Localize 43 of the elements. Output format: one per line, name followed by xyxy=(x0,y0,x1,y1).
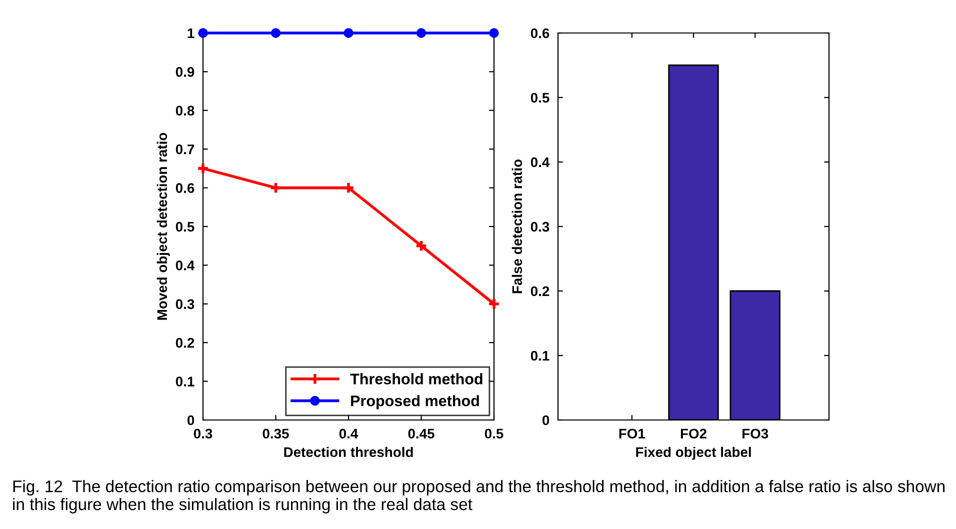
y-axis-title: Moved object detection ratio xyxy=(156,132,170,320)
x-tick-label: 0.35 xyxy=(262,428,289,439)
point xyxy=(342,182,355,194)
point xyxy=(344,28,354,38)
y-tick-label: 0.4 xyxy=(530,157,550,168)
legend-label: Threshold method xyxy=(350,373,482,384)
y-tick-label: 0.4 xyxy=(176,260,195,270)
point xyxy=(198,28,208,38)
point xyxy=(488,298,500,310)
y-tick-label: 0.2 xyxy=(176,338,194,348)
x-tick-label: 0.4 xyxy=(339,428,358,439)
y-tick-label: 0 xyxy=(542,415,550,426)
y-tick-label: 0.9 xyxy=(176,67,194,77)
y-tick-label: 0.8 xyxy=(176,106,194,116)
point xyxy=(196,162,210,175)
y-tick-label: 0 xyxy=(187,415,194,426)
point xyxy=(489,28,499,38)
y-tick-label: 0.3 xyxy=(176,299,194,310)
x-axis-title: Fixed object label xyxy=(636,446,751,460)
y-tick-label: 0.1 xyxy=(530,350,550,361)
y-tick-label: 0.1 xyxy=(176,376,194,386)
point xyxy=(415,240,428,252)
x-axis-title: Detection threshold xyxy=(284,446,413,458)
y-tick-label: 1 xyxy=(188,28,194,38)
legend-label: Proposed method xyxy=(351,395,479,410)
x-tick-label: FO3 xyxy=(742,428,768,439)
y-tick-label: 0.5 xyxy=(176,222,194,232)
x-tick-label: 0.5 xyxy=(484,428,504,439)
y-tick-label: 0.5 xyxy=(530,92,550,103)
point xyxy=(270,182,282,194)
y-tick-label: 0.7 xyxy=(176,144,194,154)
x-tick-label: FO2 xyxy=(680,428,706,439)
x-tick-label: 0.45 xyxy=(408,428,434,439)
point xyxy=(416,28,426,38)
y-tick-label: 0.6 xyxy=(530,28,550,38)
x-tick-label: 0.3 xyxy=(194,428,212,439)
y-tick-label: 0.2 xyxy=(530,286,550,296)
y-tick-label: 0.6 xyxy=(176,183,194,193)
y-tick-label: 0.3 xyxy=(530,222,550,232)
point xyxy=(270,28,281,38)
caption: Fig. 12 The detection ratio comparison between our proposed and the threshold method, in addition a false ratio is also shown in this figure when the simulation is running in the real data set xyxy=(13,480,945,514)
y-axis-title: False detection ratio xyxy=(512,160,522,294)
x-tick-label: FO1 xyxy=(619,428,646,439)
